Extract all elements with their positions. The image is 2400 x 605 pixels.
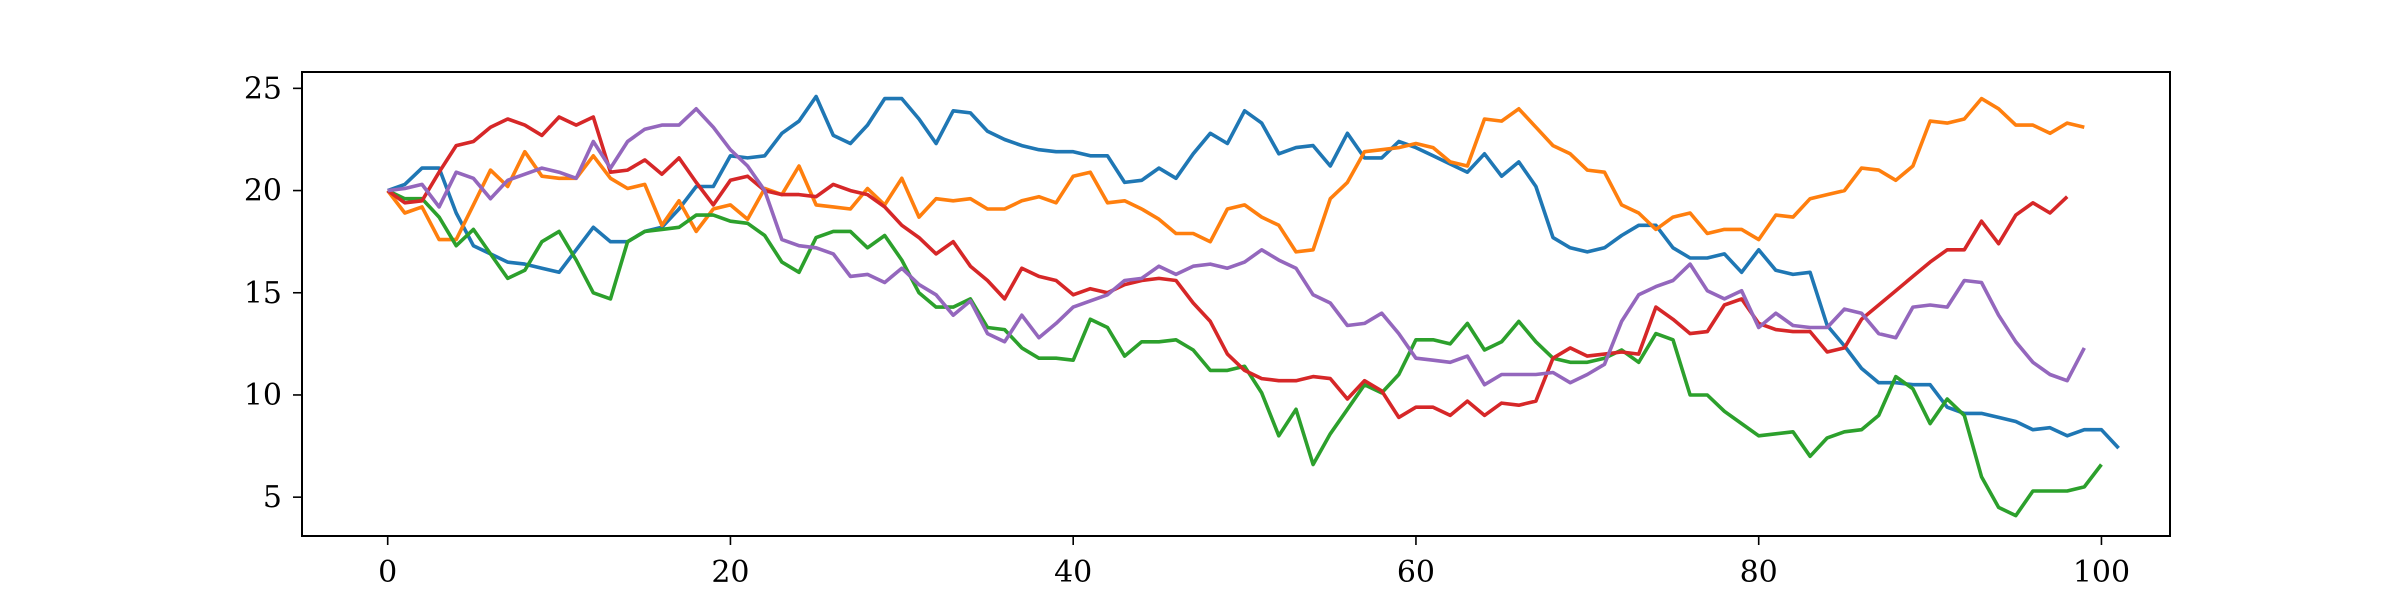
series-layer [386,94,2120,518]
series-line-1 [387,94,2120,450]
x-tick-label: 0 [378,555,397,590]
y-tick-label: 25 [244,71,282,106]
series-line-4 [386,115,2069,420]
x-tick-label: 20 [711,555,749,590]
y-tick-label: 20 [244,174,282,209]
y-tick-label: 10 [244,378,282,413]
x-tick-label: 80 [1740,555,1778,590]
axes-layer: 0 20 40 60 80 100 5 10 15 20 25 [244,71,2171,590]
series-line-2 [386,96,2085,254]
plot-frame [301,71,2171,537]
x-tick-label: 100 [2073,555,2130,590]
x-tick-label: 60 [1397,555,1435,590]
series-line-5 [387,107,2086,387]
y-tick-label: 15 [244,276,282,311]
y-tick-label: 5 [263,480,282,515]
series-line-3 [386,188,2103,518]
x-tick-label: 40 [1054,555,1092,590]
